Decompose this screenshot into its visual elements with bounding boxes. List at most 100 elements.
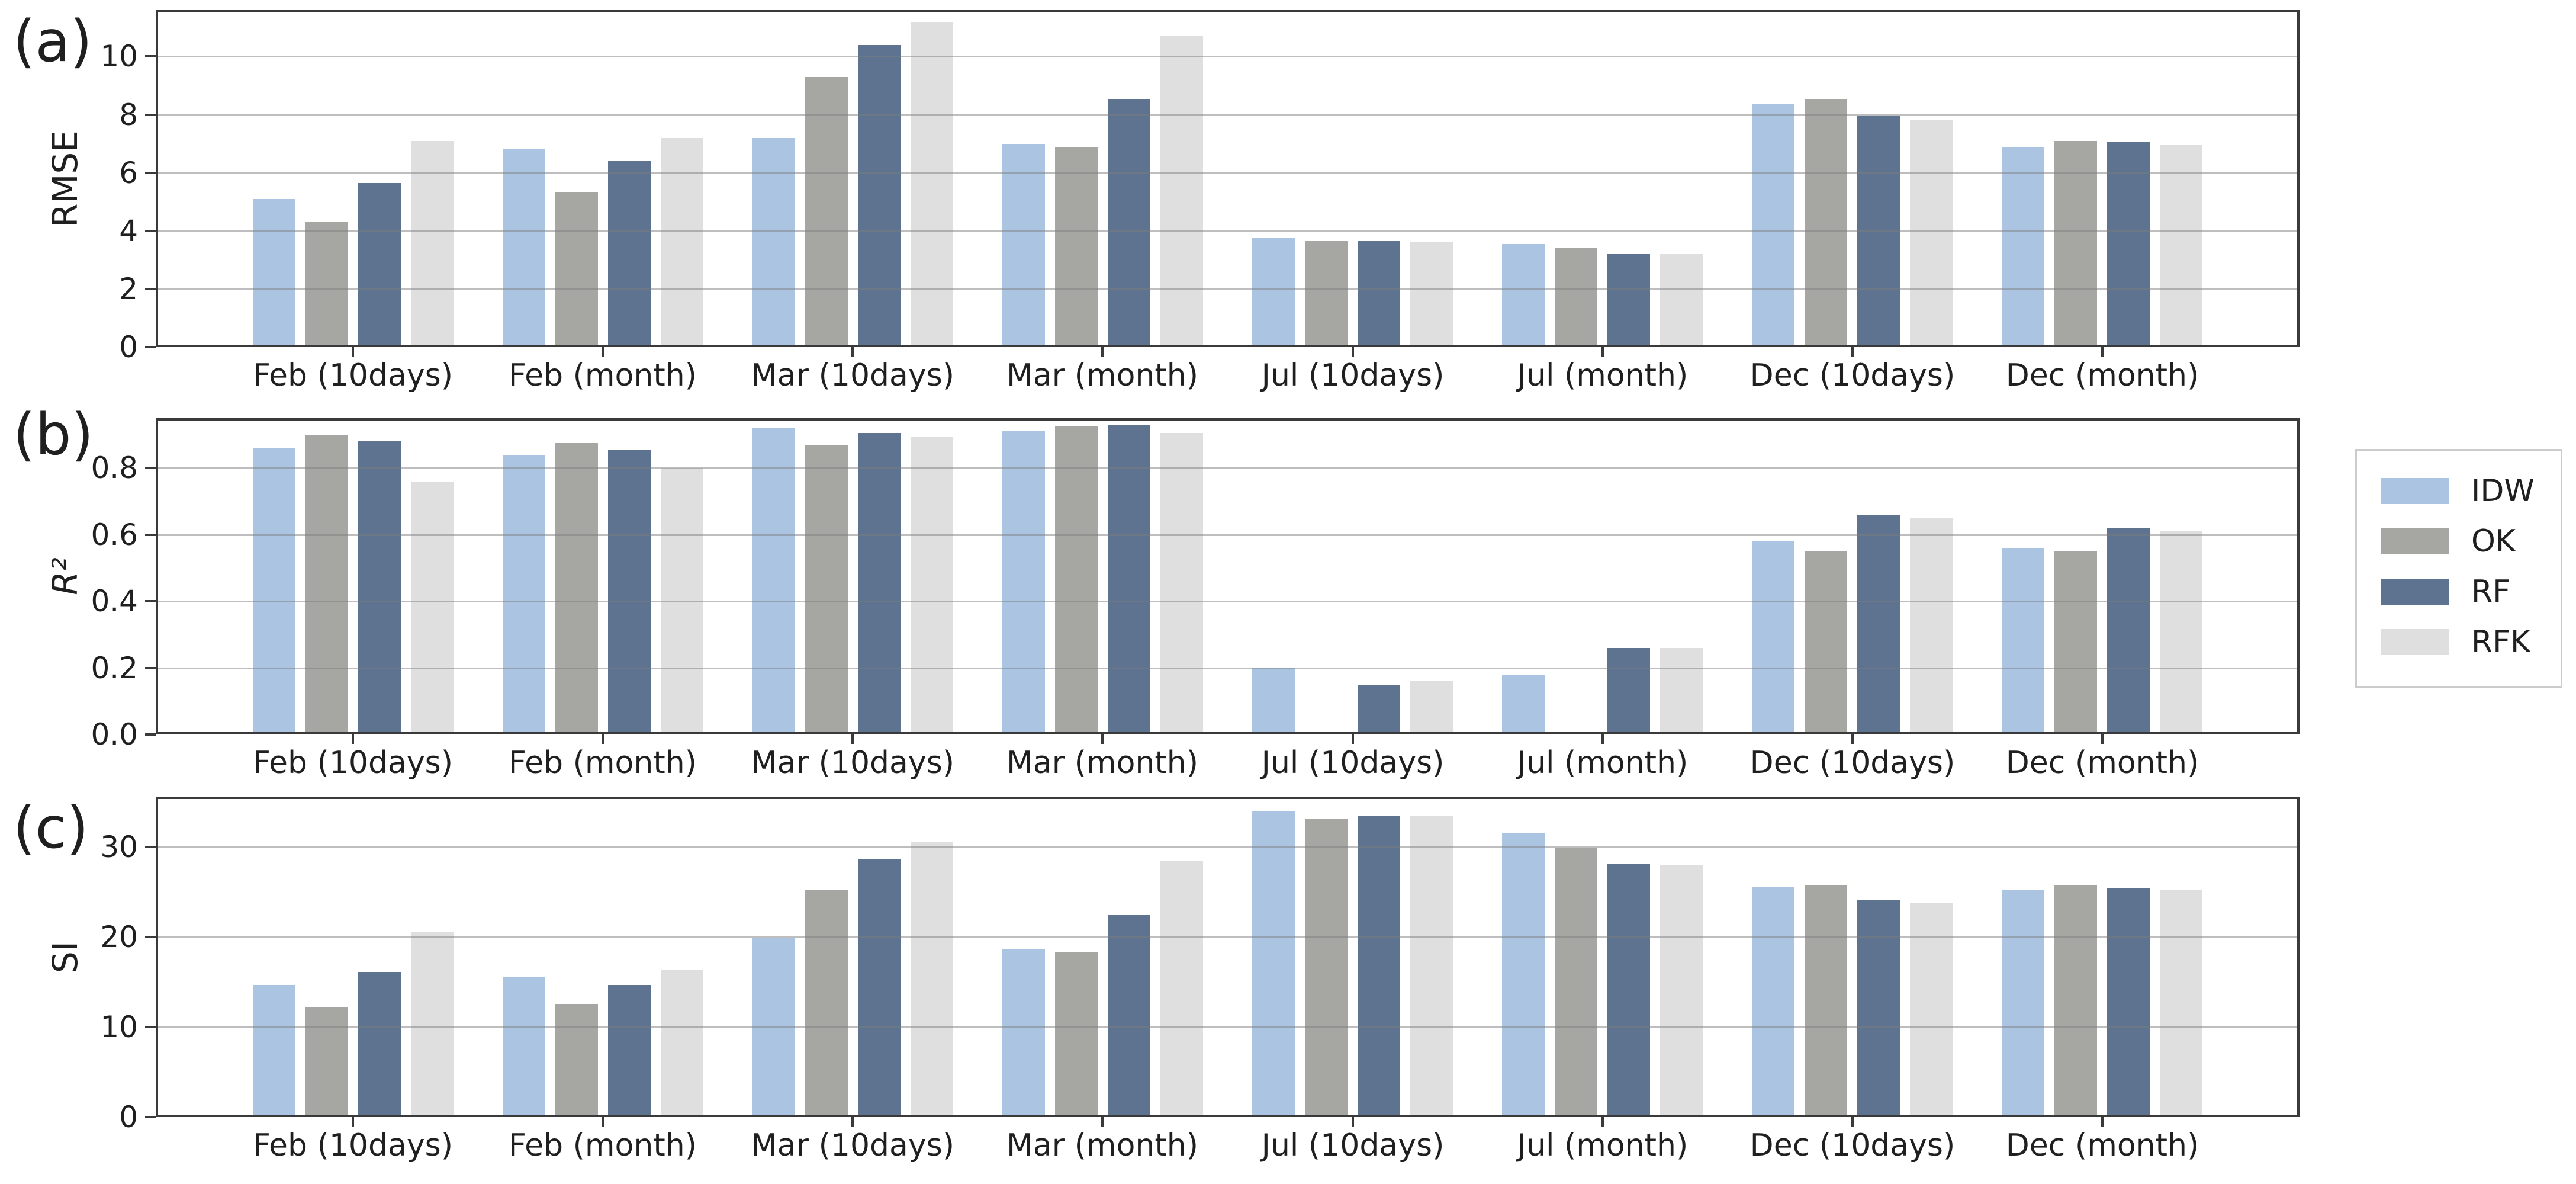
y-tick-label: 0 bbox=[119, 330, 138, 364]
bar-rfk-dec-month bbox=[2160, 531, 2202, 734]
bar-rfk-mar-month bbox=[1160, 861, 1203, 1117]
x-tick-label-dec-month: Dec (month) bbox=[2005, 358, 2199, 393]
x-tick-label-mar-month: Mar (month) bbox=[1006, 745, 1198, 781]
x-tick-label-jul-month: Jul (month) bbox=[1517, 745, 1689, 781]
y-tick-label: 4 bbox=[119, 214, 138, 248]
y-tick-mark bbox=[145, 534, 156, 536]
bar-rfk-jul-10days bbox=[1410, 681, 1453, 734]
x-tick-mark bbox=[2101, 347, 2104, 357]
bar-ok-dec-month bbox=[2054, 141, 2097, 347]
legend-item-idw: IDW bbox=[2381, 471, 2561, 511]
x-tick-mark bbox=[602, 347, 604, 357]
bar-ok-dec-10days bbox=[1805, 99, 1847, 347]
bar-rf-jul-10days bbox=[1358, 241, 1400, 347]
bar-idw-dec-10days bbox=[1752, 104, 1794, 347]
bar-rf-dec-month bbox=[2107, 528, 2150, 734]
panel-label-a: (a) bbox=[13, 8, 92, 75]
bar-rfk-dec-10days bbox=[1910, 120, 1953, 347]
y-tick-mark bbox=[145, 467, 156, 469]
bar-idw-feb-month bbox=[503, 455, 545, 734]
y-tick-mark bbox=[145, 172, 156, 174]
bar-idw-feb-10days bbox=[253, 199, 295, 347]
y-tick-label: 10 bbox=[100, 1010, 138, 1044]
bar-ok-feb-10days bbox=[305, 1007, 348, 1117]
bar-rfk-dec-10days bbox=[1910, 518, 1953, 734]
legend-label-rfk: RFK bbox=[2471, 624, 2531, 660]
bar-ok-dec-month bbox=[2054, 885, 2097, 1117]
bar-rfk-mar-month bbox=[1160, 36, 1203, 347]
gridline bbox=[156, 534, 2300, 536]
bar-rfk-jul-10days bbox=[1410, 242, 1453, 347]
x-tick-mark bbox=[1601, 734, 1604, 744]
bar-rfk-mar-month bbox=[1160, 433, 1203, 734]
legend-swatch-ok bbox=[2381, 528, 2449, 554]
legend-label-ok: OK bbox=[2471, 524, 2516, 559]
x-tick-mark bbox=[1851, 347, 1854, 357]
x-tick-label-mar-10days: Mar (10days) bbox=[750, 1128, 955, 1163]
gridline bbox=[156, 114, 2300, 116]
bar-ok-feb-month bbox=[555, 443, 598, 734]
bar-rf-jul-month bbox=[1607, 648, 1650, 734]
x-tick-mark bbox=[851, 1117, 854, 1127]
gridline bbox=[156, 172, 2300, 174]
y-tick-label: 10 bbox=[100, 39, 138, 73]
bar-idw-mar-10days bbox=[752, 428, 795, 734]
bar-ok-feb-month bbox=[555, 192, 598, 347]
bar-idw-jul-10days bbox=[1252, 811, 1295, 1117]
x-tick-label-dec-10days: Dec (10days) bbox=[1750, 745, 1956, 781]
bar-rfk-dec-month bbox=[2160, 145, 2202, 347]
bar-ok-jul-month bbox=[1555, 848, 1597, 1117]
y-tick-mark bbox=[145, 600, 156, 602]
x-tick-mark bbox=[1851, 1117, 1854, 1127]
bar-rf-mar-10days bbox=[858, 859, 901, 1117]
bar-ok-mar-10days bbox=[805, 890, 848, 1117]
bar-idw-jul-10days bbox=[1252, 238, 1295, 347]
y-tick-label: 8 bbox=[119, 98, 138, 132]
bar-ok-jul-10days bbox=[1305, 819, 1348, 1117]
bar-ok-mar-10days bbox=[805, 77, 848, 347]
bar-rf-feb-month bbox=[608, 985, 651, 1117]
bar-rfk-feb-10days bbox=[411, 141, 454, 347]
y-tick-mark bbox=[145, 1026, 156, 1028]
x-tick-label-dec-month: Dec (month) bbox=[2005, 745, 2199, 781]
gridline bbox=[156, 936, 2300, 938]
bar-rf-mar-month bbox=[1108, 99, 1150, 347]
legend-swatch-rf bbox=[2381, 579, 2449, 605]
x-tick-label-jul-10days: Jul (10days) bbox=[1261, 1128, 1445, 1163]
x-tick-mark bbox=[352, 347, 354, 357]
plot-area-a bbox=[156, 10, 2300, 347]
x-tick-label-feb-month: Feb (month) bbox=[509, 745, 697, 781]
legend-swatch-idw bbox=[2381, 478, 2449, 504]
y-tick-mark bbox=[145, 1116, 156, 1118]
x-tick-mark bbox=[352, 734, 354, 744]
bar-rf-dec-month bbox=[2107, 888, 2150, 1117]
y-tick-mark bbox=[145, 346, 156, 348]
bar-rfk-jul-month bbox=[1660, 254, 1703, 347]
y-tick-mark bbox=[145, 55, 156, 57]
y-tick-label: 0.4 bbox=[91, 584, 138, 618]
x-tick-mark bbox=[1352, 1117, 1354, 1127]
bar-rfk-jul-month bbox=[1660, 648, 1703, 734]
y-tick-mark bbox=[145, 114, 156, 116]
x-tick-label-feb-10days: Feb (10days) bbox=[252, 358, 454, 393]
y-tick-mark bbox=[145, 667, 156, 669]
y-tick-label: 20 bbox=[100, 920, 138, 954]
x-tick-label-mar-10days: Mar (10days) bbox=[750, 358, 955, 393]
bar-rfk-mar-10days bbox=[911, 842, 953, 1117]
bar-idw-mar-month bbox=[1002, 949, 1045, 1117]
bar-rfk-feb-month bbox=[661, 970, 703, 1117]
legend-label-rf: RF bbox=[2471, 574, 2511, 609]
plot-area-c bbox=[156, 797, 2300, 1117]
y-tick-label: 0 bbox=[119, 1100, 138, 1134]
bar-idw-mar-month bbox=[1002, 431, 1045, 734]
x-tick-mark bbox=[1601, 1117, 1604, 1127]
x-tick-mark bbox=[352, 1117, 354, 1127]
bar-idw-feb-10days bbox=[253, 448, 295, 734]
bar-rf-jul-10days bbox=[1358, 816, 1400, 1117]
bar-ok-mar-10days bbox=[805, 445, 848, 734]
x-tick-mark bbox=[2101, 734, 2104, 744]
bar-rf-feb-10days bbox=[358, 441, 401, 734]
x-tick-mark bbox=[602, 734, 604, 744]
x-tick-mark bbox=[851, 734, 854, 744]
